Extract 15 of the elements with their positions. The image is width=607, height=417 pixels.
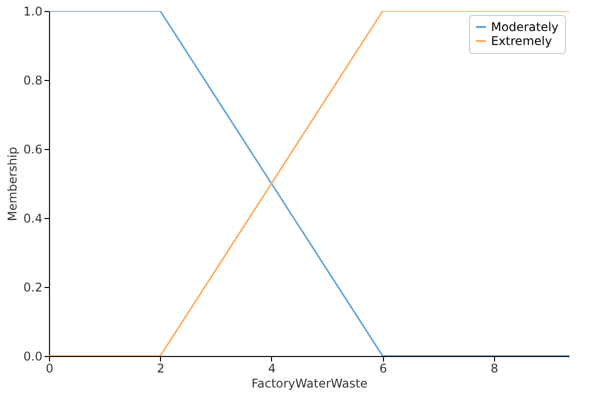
y-tick-label: 1.0 — [23, 4, 42, 18]
legend-label: Moderately — [491, 20, 559, 34]
y-tick-label: 0.6 — [23, 142, 42, 156]
x-tick-label: 6 — [379, 362, 388, 376]
x-tick-label: 2 — [156, 362, 165, 376]
legend-label: Extremely — [491, 34, 552, 48]
y-tick-label: 0.2 — [23, 280, 42, 294]
x-axis-title: FactoryWaterWaste — [251, 376, 368, 390]
y-axis-title: Membership — [5, 146, 20, 222]
y-tick-label: 0.4 — [23, 212, 42, 226]
y-tick-label: 0.8 — [23, 74, 42, 88]
x-tick-label: 4 — [268, 362, 276, 376]
x-tick-label: 8 — [490, 362, 498, 376]
y-tick-label: 0.0 — [23, 350, 42, 364]
x-tick-label: 0 — [46, 362, 54, 376]
